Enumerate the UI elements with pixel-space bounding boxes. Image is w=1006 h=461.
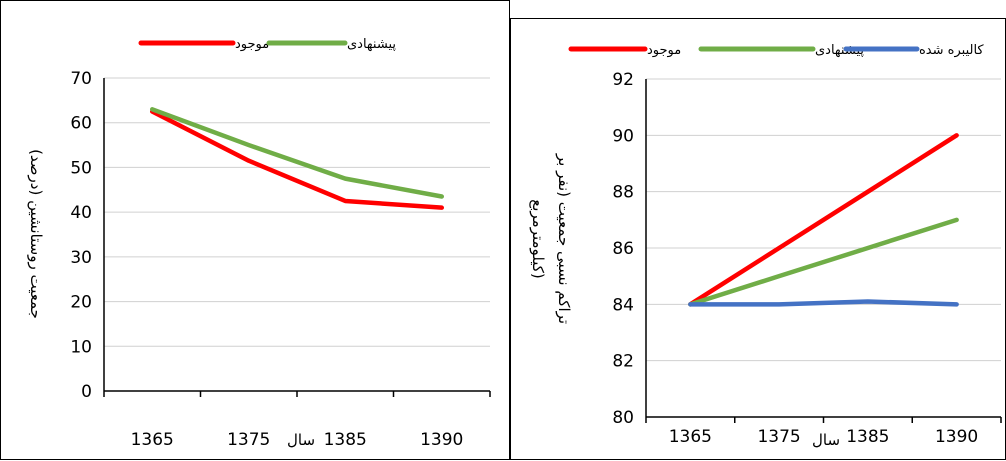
series-line bbox=[688, 133, 959, 307]
legend-label: کالیبره شده bbox=[919, 43, 984, 58]
series-line bbox=[688, 299, 959, 307]
y-tick-label: 30 bbox=[70, 248, 92, 268]
y-axis-label-group: تراکم نسبی جمعیت (نفر بر کیلومترمربع) bbox=[529, 153, 573, 324]
y-tick-label: 60 bbox=[70, 114, 92, 134]
x-axis-label: سال bbox=[287, 431, 315, 449]
y-axis-label-group: جمعیت روستانشین (درصد) bbox=[27, 149, 45, 319]
y-tick-label: 92 bbox=[612, 70, 634, 90]
y-tick-label: 84 bbox=[612, 295, 634, 315]
x-tick-label: 1365 bbox=[669, 427, 712, 447]
y-tick-label: 88 bbox=[612, 183, 634, 203]
y-tick-label: 86 bbox=[612, 239, 634, 259]
x-tick-label: 1390 bbox=[420, 430, 463, 450]
y-axis-label-line: تراکم نسبی جمعیت (نفر بر bbox=[555, 153, 573, 324]
y-tick-label: 10 bbox=[70, 337, 92, 357]
y-tick-label: 0 bbox=[81, 382, 92, 402]
y-axis-label-line: کیلومترمربع) bbox=[529, 199, 547, 279]
legend-label: موجود bbox=[647, 43, 681, 58]
x-tick-label: 1375 bbox=[227, 430, 270, 450]
y-tick-label: 80 bbox=[612, 408, 634, 428]
y-tick-label: 50 bbox=[70, 158, 92, 178]
x-axis-label: سال bbox=[812, 431, 840, 449]
x-tick-label: 1390 bbox=[935, 427, 978, 447]
series-line bbox=[150, 109, 444, 210]
x-tick-label: 1365 bbox=[131, 430, 174, 450]
y-tick-label: 70 bbox=[70, 69, 92, 89]
series-line bbox=[150, 107, 444, 199]
x-tick-label: 1385 bbox=[324, 430, 367, 450]
x-tick-label: 1375 bbox=[757, 427, 800, 447]
legend-label: پیشنهادی bbox=[347, 37, 396, 52]
chart-left-panel: 0 10 20 30 40 50 60 70 1365 1375 1385 1390 موجود پیشن… bbox=[0, 0, 510, 460]
x-tick-label: 1385 bbox=[846, 427, 889, 447]
y-tick-label: 90 bbox=[612, 126, 634, 146]
legend-label: موجود bbox=[235, 37, 269, 52]
chart-right-panel: 80 82 84 86 88 90 92 1365 1375 1385 1390 موجود پیشنه… bbox=[510, 18, 1006, 460]
y-tick-label: 40 bbox=[70, 203, 92, 223]
y-axis-label: جمعیت روستانشین (درصد) bbox=[27, 149, 45, 319]
y-tick-label: 82 bbox=[612, 352, 634, 372]
chart-left-svg: 0 10 20 30 40 50 60 70 1365 1375 1385 1390 موجود پیشن… bbox=[27, 37, 491, 450]
series-line bbox=[688, 217, 959, 307]
y-axis-label: تراکم نسبی جمعیت (نفر بر کیلومترمربع) bbox=[529, 153, 573, 324]
y-tick-label: 20 bbox=[70, 293, 92, 313]
